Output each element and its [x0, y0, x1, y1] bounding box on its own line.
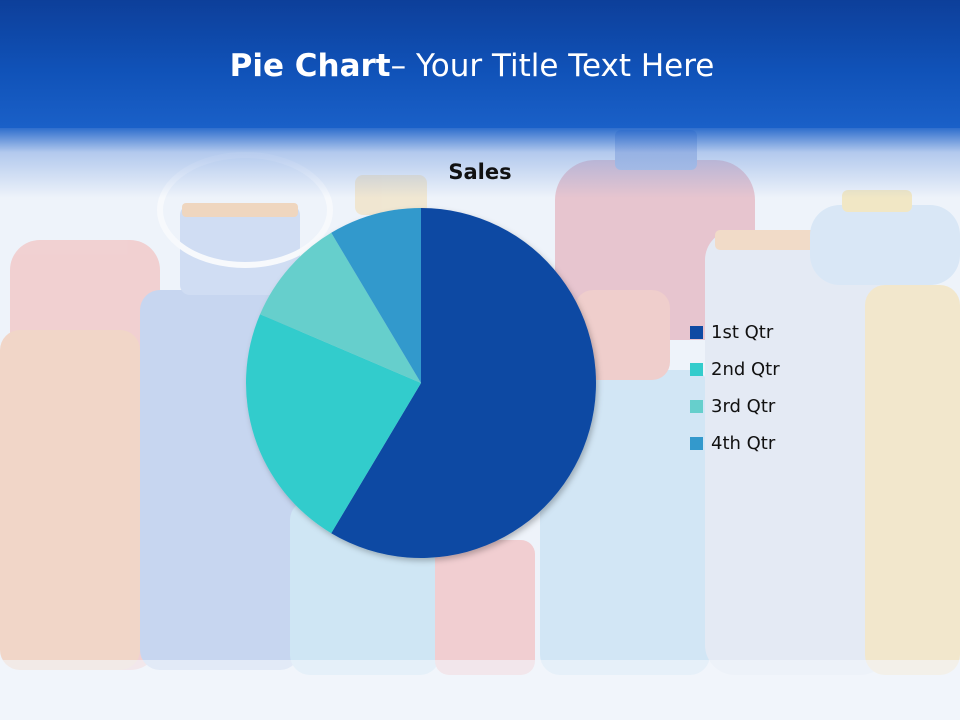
pie-slice-3rd-qtr [260, 232, 421, 383]
legend-swatch-q2 [690, 363, 703, 376]
legend-label-q2: 2nd Qtr [711, 359, 780, 380]
title-bar-fade [0, 128, 960, 198]
legend-swatch-q3 [690, 400, 703, 413]
legend-label-q1: 1st Qtr [711, 322, 774, 343]
legend-item-q3: 3rd Qtr [690, 388, 780, 425]
legend-label-q3: 3rd Qtr [711, 396, 776, 417]
slide-title-rest: – Your Title Text Here [390, 48, 715, 84]
legend-item-q4: 4th Qtr [690, 425, 780, 462]
chart-legend: 1st Qtr 2nd Qtr 3rd Qtr 4th Qtr [690, 314, 780, 462]
legend-item-q2: 2nd Qtr [690, 351, 780, 388]
title-bar [0, 0, 960, 128]
pie-chart [246, 208, 596, 558]
chart-title: Sales [448, 160, 512, 184]
slide-title: Pie Chart– Your Title Text Here [0, 48, 944, 84]
legend-swatch-q1 [690, 326, 703, 339]
pie-slice-4th-qtr [331, 208, 421, 383]
pie-slice-2nd-qtr [246, 314, 421, 534]
legend-swatch-q4 [690, 437, 703, 450]
legend-label-q4: 4th Qtr [711, 433, 776, 454]
legend-item-q1: 1st Qtr [690, 314, 780, 351]
pie-slice-1st-qtr [331, 208, 596, 558]
slide-title-bold: Pie Chart [229, 48, 391, 84]
